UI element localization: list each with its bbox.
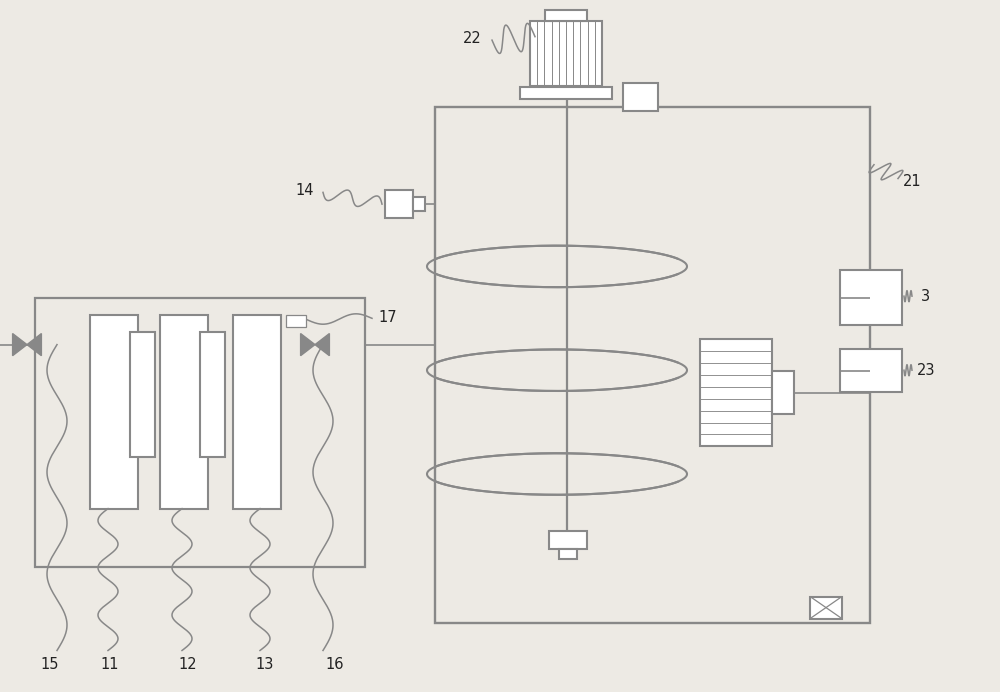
Bar	[160, 315, 208, 509]
Text: 14: 14	[296, 183, 314, 198]
Bar	[233, 315, 281, 509]
Bar	[559, 549, 577, 559]
Bar	[90, 315, 138, 509]
Text: 12: 12	[179, 657, 197, 672]
Bar	[700, 339, 772, 446]
Polygon shape	[13, 334, 27, 356]
Bar	[385, 190, 413, 218]
Text: 22: 22	[463, 31, 481, 46]
Polygon shape	[301, 334, 315, 356]
Bar	[549, 531, 587, 549]
Bar	[840, 349, 902, 392]
Bar	[520, 86, 612, 99]
Text: 21: 21	[903, 174, 921, 189]
Bar	[130, 332, 155, 457]
Bar	[545, 10, 587, 21]
Bar	[200, 332, 225, 457]
Text: 11: 11	[101, 657, 119, 672]
Polygon shape	[315, 334, 329, 356]
Text: 23: 23	[917, 363, 935, 378]
Bar	[840, 270, 902, 325]
Text: 15: 15	[41, 657, 59, 672]
Text: 16: 16	[326, 657, 344, 672]
Text: 13: 13	[256, 657, 274, 672]
Text: 3: 3	[921, 289, 931, 304]
Bar	[772, 371, 794, 414]
Bar	[286, 315, 306, 327]
Bar	[530, 21, 602, 86]
Bar	[35, 298, 365, 567]
Bar	[413, 197, 425, 211]
Polygon shape	[27, 334, 41, 356]
Bar	[435, 107, 870, 623]
Bar	[810, 597, 842, 619]
Text: 17: 17	[379, 310, 397, 325]
Bar	[623, 83, 658, 111]
